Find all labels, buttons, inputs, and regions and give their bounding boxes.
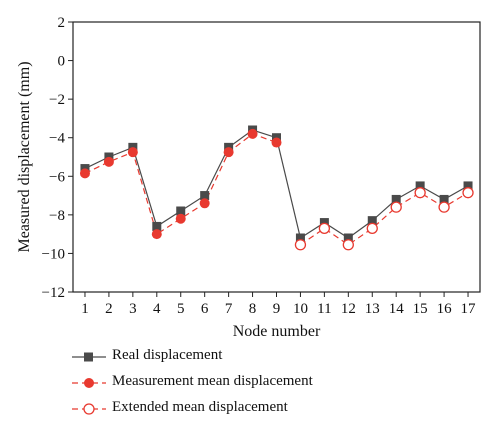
data-point-extended <box>414 187 426 199</box>
x-tick-label: 10 <box>293 301 308 317</box>
data-point-extended <box>462 187 474 199</box>
y-tick-label: −12 <box>42 285 65 301</box>
x-tick-label: 4 <box>153 301 161 317</box>
legend-item-extended: Extended mean displacement <box>70 396 470 422</box>
x-tick-label: 5 <box>177 301 185 317</box>
data-point-measurement <box>199 198 210 209</box>
x-tick-label: 7 <box>225 301 233 317</box>
x-tick-label: 14 <box>389 301 405 317</box>
data-point-extended <box>294 239 307 251</box>
x-tick-label: 17 <box>461 301 477 317</box>
data-point-real <box>295 233 305 243</box>
data-point-real <box>367 216 377 226</box>
legend-marker-measurement <box>72 378 106 388</box>
x-tick-label: 6 <box>201 301 209 317</box>
data-point-real <box>463 181 473 191</box>
data-point-extended <box>318 222 331 235</box>
y-tick-label: −2 <box>49 92 65 108</box>
x-tick-label: 3 <box>129 301 137 317</box>
legend-item-measurement: Measurement mean displacement <box>70 370 470 396</box>
data-point-measurement <box>271 137 282 148</box>
x-tick-label: 15 <box>413 301 428 317</box>
legend-label-extended: Extended mean displacement <box>112 399 288 415</box>
data-point-measurement <box>79 168 90 179</box>
y-tick-label: −8 <box>49 208 65 224</box>
data-point-measurement <box>247 128 258 139</box>
x-tick-label: 13 <box>365 301 380 317</box>
legend-label-measurement: Measurement mean displacement <box>112 373 313 389</box>
data-point-real <box>415 181 425 191</box>
data-point-extended <box>342 239 354 251</box>
x-tick-label: 2 <box>105 301 113 317</box>
y-axis-title: Measured displacement (mm) <box>16 61 33 252</box>
data-point-real <box>343 233 353 243</box>
x-tick-label: 9 <box>273 301 281 317</box>
data-point-measurement <box>127 147 138 158</box>
x-tick-label: 11 <box>317 301 331 317</box>
x-tick-label: 8 <box>249 301 257 317</box>
data-point-extended <box>366 222 378 235</box>
data-point-real <box>391 194 401 204</box>
y-tick-label: 2 <box>58 15 66 31</box>
x-axis-title: Node number <box>233 323 321 340</box>
data-point-extended <box>438 201 450 213</box>
data-point-extended <box>390 201 402 213</box>
data-point-real <box>152 221 162 231</box>
x-tick-label: 16 <box>437 301 453 317</box>
legend-marker-real <box>72 352 106 362</box>
data-point-real <box>200 191 210 201</box>
y-tick-label: −10 <box>42 246 65 262</box>
legend-label-real: Real displacement <box>112 347 223 363</box>
data-point-measurement <box>103 156 114 167</box>
legend-marker-extended <box>72 403 106 415</box>
legend: Real displacement Measurement mean displ… <box>70 344 470 422</box>
data-point-real <box>176 206 186 216</box>
y-tick-label: −4 <box>49 131 65 147</box>
data-point-measurement <box>223 147 234 158</box>
x-tick-label: 12 <box>341 301 356 317</box>
series-line-1 <box>84 133 277 236</box>
x-tick-label: 1 <box>81 301 89 317</box>
data-point-real <box>319 218 329 228</box>
data-point-real <box>439 194 449 204</box>
data-point-measurement <box>175 213 186 224</box>
y-tick-label: 0 <box>58 54 66 70</box>
y-tick-label: −6 <box>49 169 65 185</box>
data-point-measurement <box>151 229 162 240</box>
legend-item-real: Real displacement <box>70 344 470 370</box>
